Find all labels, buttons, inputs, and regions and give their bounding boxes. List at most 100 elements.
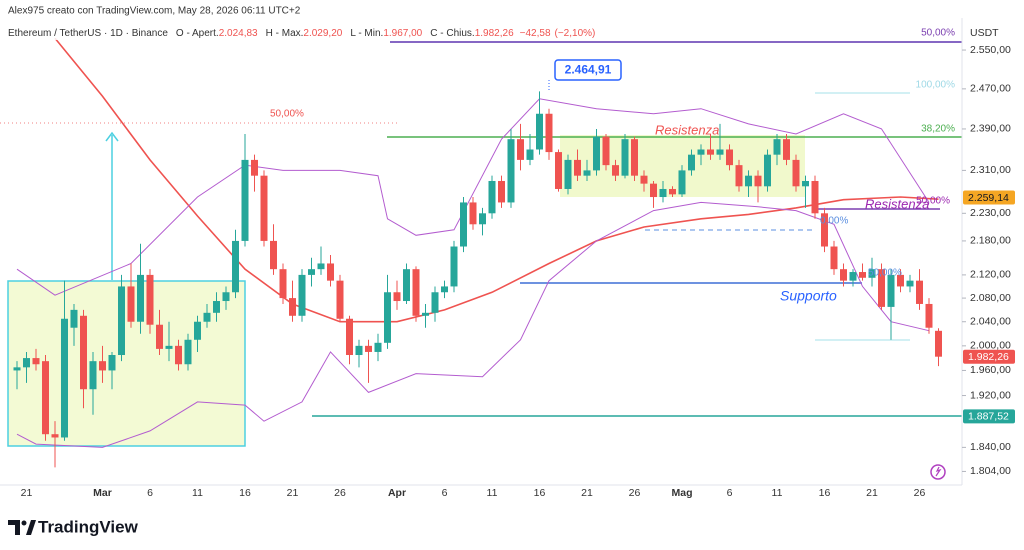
x-tick-label: 26 [914,487,926,499]
annotation: 50,00% [921,28,955,39]
callout: 2.464,91 [548,59,622,92]
candle-body [165,345,173,349]
callout-label: 2.464,91 [565,63,612,77]
candle-body [906,280,914,287]
y-tick-label: 2.040,00 [970,316,1011,328]
candle-body [431,292,439,313]
x-tick-label: Mag [672,487,693,499]
x-tick-label: 6 [147,487,153,499]
candle-body [232,240,239,293]
candle-body [745,175,752,187]
candle-body [802,180,809,187]
x-tick-label: 21 [866,487,878,499]
candle-body [194,321,201,340]
y-tick-label: 2.230,00 [970,207,1011,219]
legend-key: C - Chius. [430,28,474,39]
logo [26,520,36,535]
annotation: 38,20% [921,124,955,135]
candle-body [127,286,135,322]
candle-body [650,183,657,198]
candle-body [137,274,144,322]
candle-body [726,149,733,166]
price-tag-label: 1.887,52 [968,411,1009,423]
candle-body [393,292,401,302]
y-tick-label: 2.390,00 [970,123,1011,135]
candle-body [241,159,249,241]
candle-body [659,188,667,198]
candle-body [821,213,828,247]
candle-body [678,170,686,195]
x-tick-label: 16 [239,487,251,499]
candles [13,91,942,468]
symbol: Ethereum / TetherUS · 1D · Binance [8,28,168,39]
candle-body [735,165,743,187]
price-tag-label: 1.982,26 [968,351,1009,363]
y-tick-label: 1.804,00 [970,465,1011,477]
candle-body [355,345,363,356]
candle-body [555,152,562,189]
x-tick-label: 16 [534,487,546,499]
candle-body [583,170,591,176]
candle-body [935,330,942,357]
candle-body [99,361,106,371]
candle-body [403,269,410,302]
annotation: 100,00% [916,80,956,91]
icon [930,464,946,480]
candle-body [289,298,296,316]
candle-body [374,342,382,352]
candle-body [545,113,553,153]
candle-body [308,269,315,275]
y-tick-label: 1.840,00 [970,441,1011,453]
indicator-line [54,37,939,323]
x-tick-label: 16 [819,487,831,499]
legend-key: H - Max. [266,28,304,39]
y-tick-label: 2.550,00 [970,44,1011,56]
x-tick-label: 11 [192,487,203,499]
candle-body [336,280,344,319]
price-tag [963,409,1015,424]
candle-body [270,240,277,270]
candle-body [213,301,220,313]
candle-body [783,139,790,160]
candle-body [70,309,78,328]
price-tag [963,349,1015,364]
candle-body [640,175,648,184]
x-tick-label: 21 [581,487,593,499]
candle-body [23,358,30,368]
candle-body [707,149,714,155]
candle-body [80,315,87,390]
indicator-line [16,201,930,448]
x-tick-label: 26 [629,487,641,499]
candle-body [222,292,230,302]
watermark-text: TradingView [38,517,139,536]
annotation: Resistenza [865,196,929,211]
x-tick-label: 26 [334,487,346,499]
candle-body [146,274,154,325]
candle-body [621,139,629,176]
candle-body [916,280,923,304]
candle-body [764,154,771,187]
candle-body [441,286,448,293]
annotation: Supporto [780,288,837,304]
candle-body [469,202,477,225]
candle-body [450,246,458,287]
legend-key: L - Min. [350,28,383,39]
candle-body [773,139,781,155]
watermark: TradingView [8,517,139,536]
arrow-head [105,131,119,142]
y-tick-label: 2.180,00 [970,235,1011,247]
legend-value: 2.029,20 [303,28,342,39]
x-tick-label: 11 [487,487,498,499]
annotation: Resistenza [655,122,719,137]
axes: 2.550,00 2.470,00 2.390,00 2.310,00 2.230,00… [21,44,1015,499]
logo [8,520,20,535]
candle-body [279,269,287,299]
candle-body [507,139,515,203]
candle-body [897,274,904,287]
x-tick-label: 6 [442,487,448,499]
candle-body [108,355,116,371]
callout-box [554,59,622,81]
legend-value: 1.982,26 [475,28,514,39]
candle-body [51,434,59,438]
y-tick-label: 2.120,00 [970,269,1011,281]
